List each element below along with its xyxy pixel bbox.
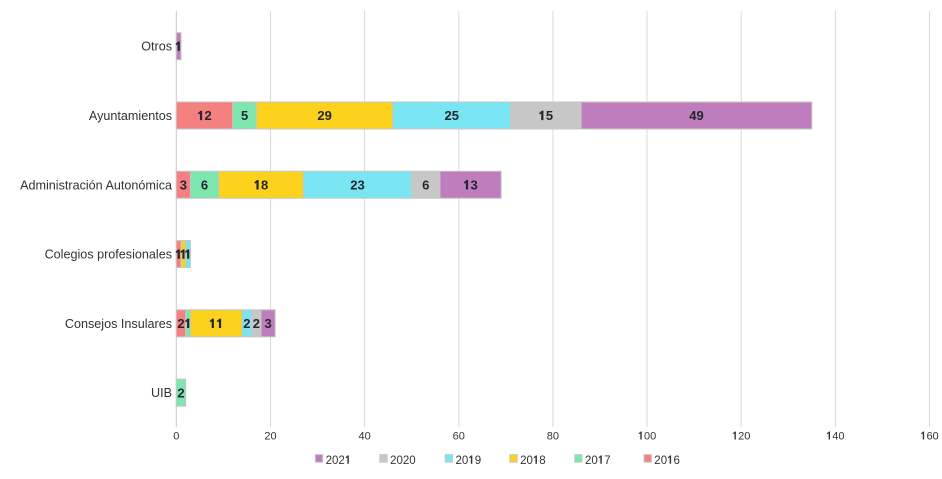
svg-text:8: 8 — [261, 177, 268, 192]
svg-text:0: 0 — [526, 455, 532, 467]
svg-text:3: 3 — [180, 177, 187, 192]
svg-text:Colegios profesionales: Colegios profesionales — [45, 248, 172, 262]
svg-text:UIB: UIB — [151, 386, 172, 400]
svg-text:Otros: Otros — [141, 40, 172, 54]
svg-text:2: 2 — [177, 316, 184, 331]
svg-text:6: 6 — [926, 431, 932, 443]
svg-text:5: 5 — [452, 108, 459, 123]
svg-text:6: 6 — [422, 177, 429, 192]
svg-text:4: 4 — [832, 431, 838, 443]
svg-text:2: 2 — [444, 108, 451, 123]
svg-text:0: 0 — [459, 431, 465, 443]
svg-text:0: 0 — [661, 455, 667, 467]
svg-text:2: 2 — [205, 108, 212, 123]
svg-text:8: 8 — [539, 455, 545, 467]
svg-text:2: 2 — [654, 455, 660, 467]
svg-text:4: 4 — [689, 108, 697, 123]
svg-text:0: 0 — [270, 431, 276, 443]
svg-text:2: 2 — [264, 431, 270, 443]
svg-text:0: 0 — [591, 455, 597, 467]
svg-text:2: 2 — [177, 385, 184, 400]
svg-text:3: 3 — [471, 177, 478, 192]
svg-text:2: 2 — [350, 177, 357, 192]
svg-text:3: 3 — [358, 177, 365, 192]
svg-text:9: 9 — [475, 455, 481, 467]
svg-text:2: 2 — [520, 455, 526, 467]
svg-text:2: 2 — [455, 455, 461, 467]
svg-text:0: 0 — [838, 431, 844, 443]
svg-text:0: 0 — [332, 455, 338, 467]
svg-text:Consejos Insulares: Consejos Insulares — [65, 317, 172, 331]
svg-text:0: 0 — [553, 431, 559, 443]
svg-text:8: 8 — [547, 431, 553, 443]
svg-text:2: 2 — [243, 316, 250, 331]
svg-text:5: 5 — [546, 108, 553, 123]
svg-text:4: 4 — [358, 431, 364, 443]
svg-text:2: 2 — [390, 455, 396, 467]
svg-text:0: 0 — [744, 431, 750, 443]
svg-text:7: 7 — [604, 455, 610, 467]
svg-text:5: 5 — [241, 108, 248, 123]
svg-text:2: 2 — [585, 455, 591, 467]
svg-text:0: 0 — [409, 455, 415, 467]
svg-text:0: 0 — [173, 431, 179, 443]
svg-text:2: 2 — [317, 108, 324, 123]
svg-text:2: 2 — [338, 455, 344, 467]
svg-text:6: 6 — [453, 431, 459, 443]
svg-text:2: 2 — [326, 455, 332, 467]
svg-text:0: 0 — [365, 431, 371, 443]
svg-text:2: 2 — [253, 316, 260, 331]
svg-text:6: 6 — [673, 455, 679, 467]
svg-text:Ayuntamientos: Ayuntamientos — [89, 109, 172, 123]
svg-text:9: 9 — [696, 108, 703, 123]
svg-text:0: 0 — [650, 431, 656, 443]
svg-text:Administración Autonómica: Administración Autonómica — [20, 178, 172, 192]
svg-text:0: 0 — [644, 431, 650, 443]
svg-text:2: 2 — [738, 431, 744, 443]
svg-text:9: 9 — [325, 108, 332, 123]
svg-text:0: 0 — [462, 455, 468, 467]
svg-text:2: 2 — [403, 455, 409, 467]
svg-text:3: 3 — [264, 316, 271, 331]
svg-text:0: 0 — [396, 455, 402, 467]
svg-text:0: 0 — [933, 431, 939, 443]
svg-text:6: 6 — [201, 177, 208, 192]
